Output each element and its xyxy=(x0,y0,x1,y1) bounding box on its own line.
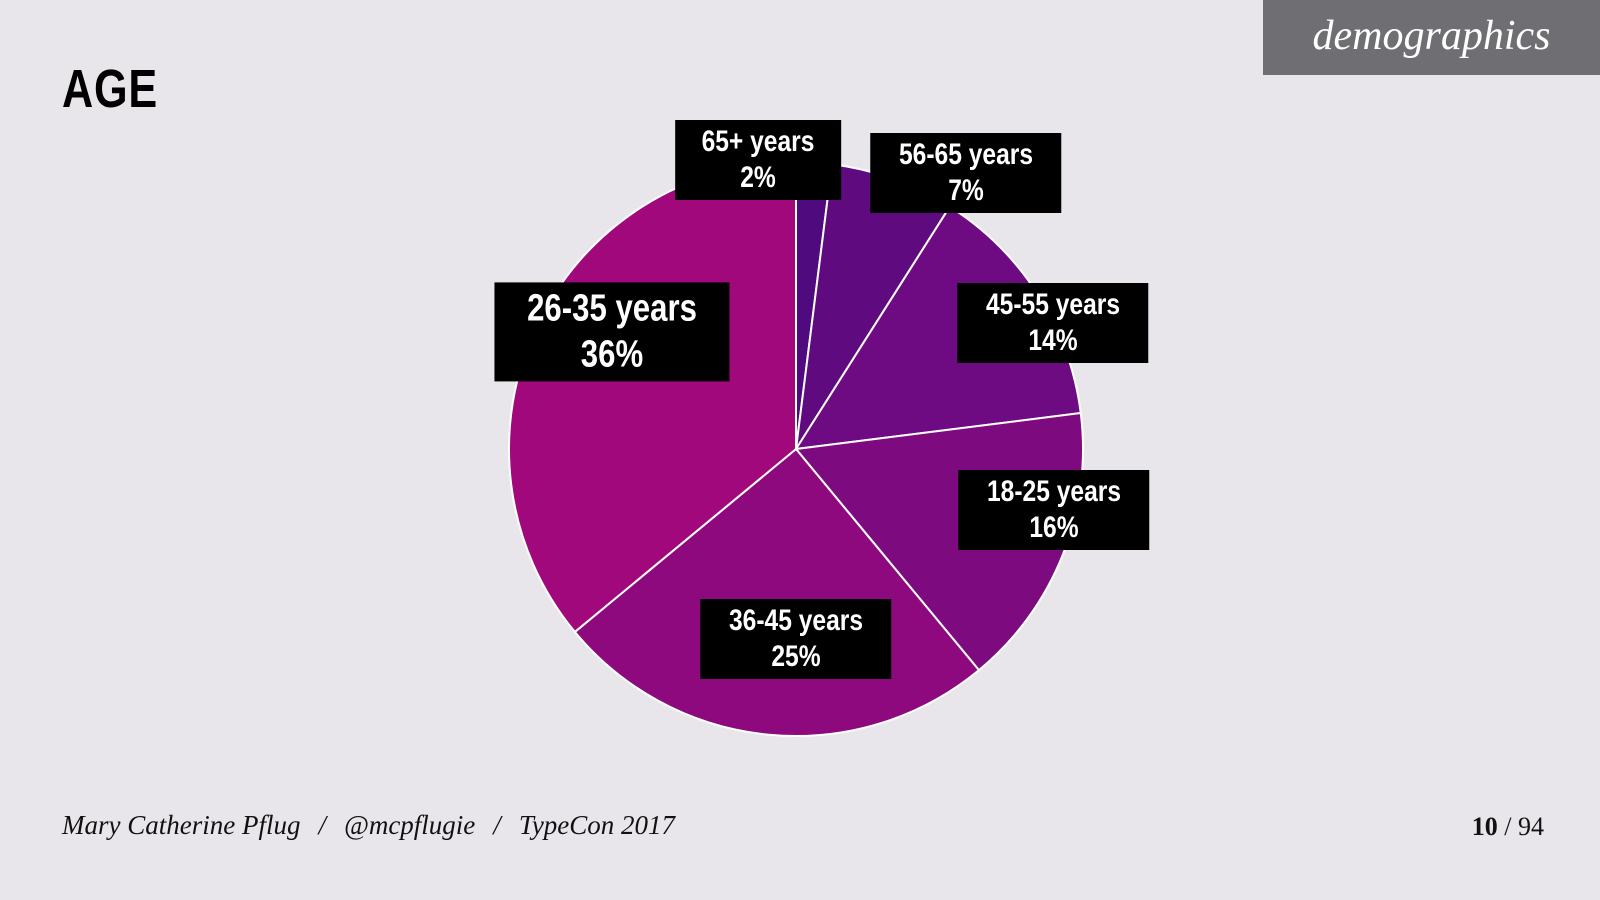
slice-label: 45-55 years 14% xyxy=(957,283,1149,363)
value-label: 25% xyxy=(771,640,821,673)
separator: / xyxy=(493,810,501,840)
event: TypeCon 2017 xyxy=(518,810,676,840)
separator: / xyxy=(1504,812,1512,841)
category-label: 45-55 years xyxy=(985,288,1121,321)
category-label: 65+ years xyxy=(701,125,815,158)
footer: Mary Catherine Pflug / @mcpflugie / TypeCon … xyxy=(62,810,675,841)
value-label: 14% xyxy=(1028,324,1078,357)
value-label: 16% xyxy=(1029,511,1079,544)
page-number: 10 / 94 xyxy=(1472,812,1544,842)
slice-label: 18-25 years 16% xyxy=(958,470,1150,550)
author: Mary Catherine Pflug xyxy=(62,810,301,840)
separator: / xyxy=(318,810,326,840)
handle: @mcpflugie xyxy=(343,810,476,840)
category-label: 18-25 years xyxy=(986,475,1122,508)
category-label: 56-65 years xyxy=(898,138,1034,171)
slice-label: 36-45 years 25% xyxy=(700,599,892,679)
value-label: 2% xyxy=(740,161,776,194)
value-label: 7% xyxy=(948,174,984,207)
section-tag: demographics xyxy=(1263,0,1600,75)
category-label: 36-45 years xyxy=(728,604,864,637)
chart-title: AGE xyxy=(62,59,159,119)
slice-label: 26-35 years 36% xyxy=(494,282,730,382)
current-page: 10 xyxy=(1471,812,1498,841)
category-label: 26-35 years xyxy=(527,287,697,330)
value-label: 36% xyxy=(580,333,644,375)
slice-label: 56-65 years 7% xyxy=(870,133,1062,213)
slice-label: 65+ years 2% xyxy=(675,120,841,200)
total-pages: 94 xyxy=(1518,812,1544,841)
